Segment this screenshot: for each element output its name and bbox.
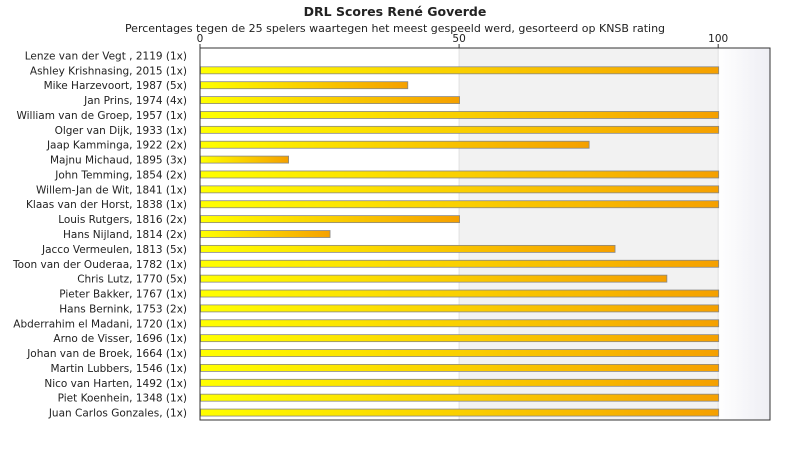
chart-title: DRL Scores René Goverde (303, 4, 487, 19)
bar (200, 349, 720, 357)
category-label: Johan van de Broek, 1664 (1x) (26, 348, 187, 360)
category-label: Arno de Visser, 1696 (1x) (53, 333, 187, 345)
bar (200, 274, 668, 283)
x-tick-label: 50 (452, 33, 465, 45)
category-label: Jan Prins, 1974 (4x) (83, 95, 187, 107)
bar (200, 364, 720, 372)
bar (200, 393, 720, 402)
category-label: John Temming, 1854 (2x) (54, 169, 187, 181)
category-label: Pieter Bakker, 1767 (1x) (59, 289, 187, 301)
band-50-100 (459, 48, 719, 420)
bar (200, 289, 720, 298)
plot-frame (199, 47, 771, 421)
bar (200, 259, 720, 268)
bar (200, 378, 720, 387)
category-label: Nico van Harten, 1492 (1x) (44, 378, 187, 390)
bar (200, 111, 720, 119)
bar (200, 215, 460, 224)
category-label: Chris Lutz, 1770 (5x) (77, 274, 187, 286)
category-label: William van de Groep, 1957 (1x) (16, 110, 187, 122)
category-label: Ashley Krishnasing, 2015 (1x) (30, 65, 187, 77)
chart-subtitle: Percentages tegen de 25 spelers waartege… (124, 22, 666, 35)
category-label: Lenze van der Vegt , 2119 (1x) (25, 50, 187, 62)
category-label: Mike Harzevoort, 1987 (5x) (44, 80, 187, 92)
bar (200, 125, 720, 134)
bar (200, 185, 720, 194)
category-label: Hans Nijland, 1814 (2x) (63, 229, 187, 241)
band-100-end (718, 48, 770, 420)
category-label: Martin Lubbers, 1546 (1x) (50, 363, 187, 375)
x-tick-label: 0 (197, 33, 204, 45)
category-label: Juan Carlos Gonzales, (1x) (48, 408, 187, 420)
category-label: Jaap Kamminga, 1922 (2x) (46, 140, 187, 152)
x-tick-label: 100 (708, 33, 728, 45)
category-label: Louis Rutgers, 1816 (2x) (58, 214, 187, 226)
bar (200, 304, 720, 313)
category-label: Abderrahim el Madani, 1720 (1x) (13, 318, 187, 330)
bar (200, 170, 720, 179)
bar (200, 140, 590, 149)
bar (200, 334, 720, 343)
category-label: Willem-Jan de Wit, 1841 (1x) (36, 184, 187, 196)
category-label: Toon van der Ouderaa, 1782 (1x) (12, 259, 187, 271)
bar (200, 319, 720, 328)
bar (200, 230, 331, 238)
category-label: Klaas van der Horst, 1838 (1x) (26, 199, 187, 211)
category-label: Majnu Michaud, 1895 (3x) (50, 155, 187, 167)
bar (200, 244, 616, 253)
bar (200, 66, 720, 75)
category-label: Piet Koenhein, 1348 (1x) (58, 393, 187, 405)
bar (200, 81, 409, 90)
bar (200, 96, 460, 104)
bar (200, 155, 289, 164)
bar (200, 408, 720, 417)
category-label: Olger van Dijk, 1933 (1x) (55, 125, 187, 137)
bar (200, 200, 720, 209)
category-label: Hans Bernink, 1753 (2x) (59, 303, 187, 315)
category-label: Jacco Vermeulen, 1813 (5x) (41, 244, 187, 256)
